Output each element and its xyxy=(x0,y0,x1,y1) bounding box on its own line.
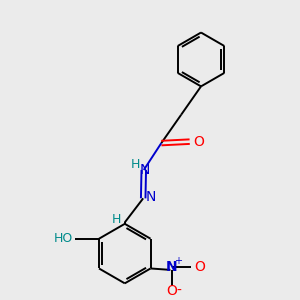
Text: H: H xyxy=(131,158,140,171)
Text: +: + xyxy=(174,256,182,266)
Text: -: - xyxy=(176,284,181,298)
Text: N: N xyxy=(140,163,150,177)
Text: O: O xyxy=(194,260,206,274)
Text: O: O xyxy=(193,135,204,148)
Text: H: H xyxy=(112,212,122,226)
Text: O: O xyxy=(167,284,177,298)
Text: N: N xyxy=(166,260,178,274)
Text: HO: HO xyxy=(53,232,73,245)
Text: N: N xyxy=(146,190,156,204)
